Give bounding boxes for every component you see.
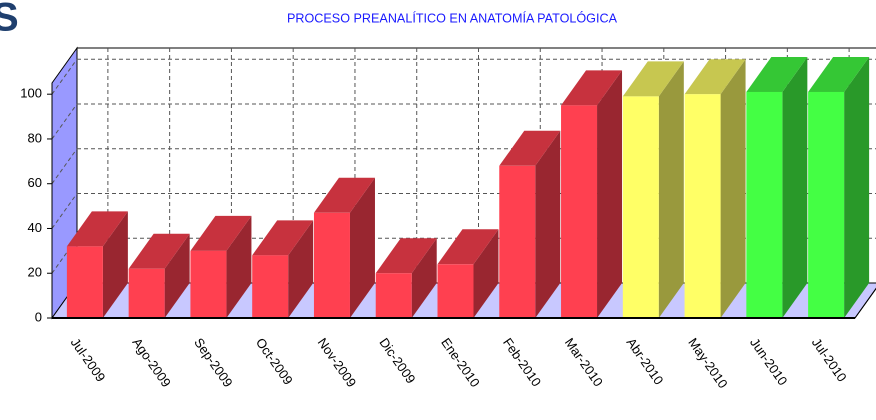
chart-title: PROCESO PREANALÍTICO EN ANATOMÍA PATOLÓG… bbox=[287, 10, 617, 25]
bar-top bbox=[746, 56, 808, 92]
y-tick-label: 80 bbox=[28, 130, 42, 145]
bar-side bbox=[349, 177, 375, 318]
bar bbox=[375, 273, 412, 318]
y-tick-label: 60 bbox=[28, 175, 42, 190]
bar-side bbox=[658, 61, 684, 319]
x-tick-label: Jul-2010 bbox=[809, 335, 850, 384]
x-tick-label: May-2010 bbox=[685, 335, 730, 391]
bar-top bbox=[684, 59, 746, 95]
x-tick-label: Nov-2009 bbox=[315, 335, 360, 390]
y-tick-label: 20 bbox=[28, 265, 42, 280]
x-tick-label: Feb-2010 bbox=[500, 335, 544, 389]
bar bbox=[437, 264, 474, 318]
bar-top bbox=[375, 238, 437, 274]
bar bbox=[128, 268, 165, 318]
x-tick-label: Oct-2009 bbox=[253, 335, 296, 387]
bar-top bbox=[128, 233, 190, 269]
bar-side bbox=[720, 59, 746, 318]
bar-side bbox=[782, 56, 808, 318]
bar bbox=[190, 250, 227, 318]
bar-top bbox=[499, 130, 561, 166]
x-tick-label: Dic-2009 bbox=[376, 335, 418, 386]
grid-line bbox=[51, 103, 78, 140]
bar-side bbox=[288, 220, 314, 318]
bar bbox=[808, 91, 845, 318]
y-tick-label: 0 bbox=[35, 309, 42, 324]
bar bbox=[66, 246, 103, 318]
x-tick-label: Ago-2009 bbox=[129, 335, 174, 390]
y-tick-label: 100 bbox=[20, 86, 42, 101]
bar bbox=[499, 165, 536, 318]
x-tick-label: Sep-2009 bbox=[191, 335, 236, 390]
x-tick-label: Mar-2010 bbox=[562, 335, 606, 389]
bar bbox=[684, 94, 721, 318]
grid-line bbox=[51, 58, 78, 95]
bar-side bbox=[844, 56, 870, 318]
corner-text: S bbox=[0, 0, 19, 40]
bar-top bbox=[66, 211, 128, 247]
bar-top bbox=[561, 70, 623, 106]
bar bbox=[561, 105, 598, 318]
bar-top bbox=[622, 61, 684, 97]
x-tick-label: Abr-2010 bbox=[624, 335, 667, 387]
bar-top bbox=[313, 177, 375, 213]
bar-side bbox=[597, 70, 623, 318]
bar-side bbox=[411, 238, 437, 318]
bar-side bbox=[102, 211, 128, 318]
bar-side bbox=[473, 229, 499, 318]
x-tick-label: Jul-2009 bbox=[68, 335, 109, 384]
bar-side bbox=[226, 215, 252, 318]
bar-top bbox=[252, 220, 314, 256]
bar bbox=[622, 96, 659, 318]
grid-line bbox=[51, 193, 78, 229]
bar bbox=[252, 255, 289, 318]
x-tick-label: Jun-2010 bbox=[747, 335, 790, 388]
bar-top bbox=[808, 56, 870, 92]
bar-side bbox=[535, 130, 561, 318]
bar bbox=[746, 91, 783, 318]
y-tick-label: 40 bbox=[28, 220, 42, 235]
x-tick-label: Ene-2010 bbox=[438, 335, 483, 390]
bar-top bbox=[437, 229, 499, 265]
grid-line bbox=[51, 148, 78, 185]
bar bbox=[313, 212, 350, 318]
bar-side bbox=[164, 233, 190, 318]
bar-top bbox=[190, 215, 252, 251]
